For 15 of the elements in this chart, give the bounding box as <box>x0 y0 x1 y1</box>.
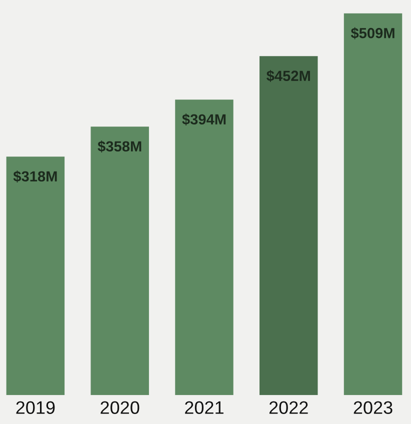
bar <box>6 156 65 396</box>
x-tick-label: 2023 <box>354 401 392 414</box>
data-label: $509M <box>350 27 394 40</box>
x-tick-label: 2019 <box>16 401 55 414</box>
x-tick-label: 2022 <box>269 401 308 414</box>
data-label: $452M <box>266 70 310 82</box>
data-label: $318M <box>13 170 57 182</box>
x-tick-label: 2021 <box>185 401 224 414</box>
bar <box>344 13 402 396</box>
bar <box>260 56 318 396</box>
bar <box>175 100 234 396</box>
bar <box>90 126 149 396</box>
x-tick-label: 2020 <box>100 401 140 414</box>
data-label: $358M <box>98 140 142 152</box>
data-label: $394M <box>182 114 226 126</box>
